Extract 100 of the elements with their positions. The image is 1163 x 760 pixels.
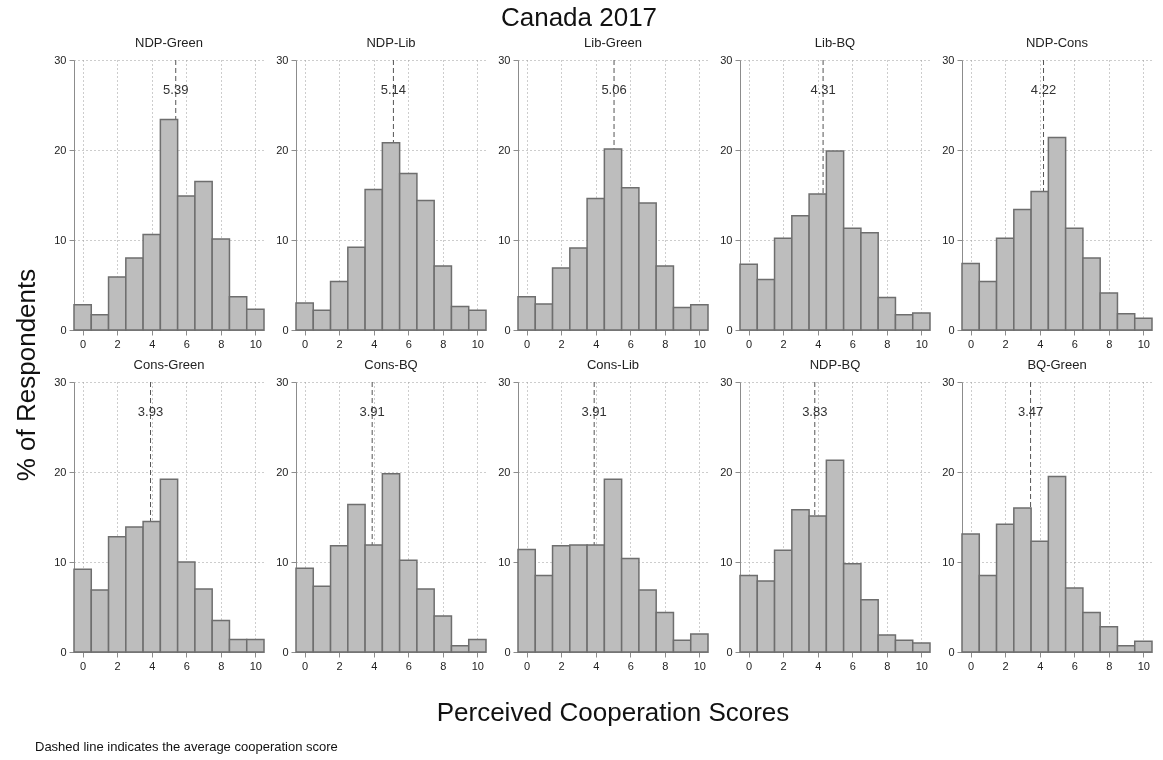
ref-line-label: 3.91 [581,403,607,419]
x-tick-label: 10 [249,659,262,672]
y-tick-label: 30 [942,53,955,66]
x-tick-label: 8 [1106,659,1113,672]
x-tick-label: 0 [746,659,753,672]
y-tick-label: 20 [720,465,733,478]
y-tick-label: 30 [498,375,511,388]
text: % of Respondents [11,268,41,482]
x-tick-label: 8 [884,337,891,350]
chart-title: BQ-Green [1027,357,1087,372]
x-tick-label: 10 [1137,337,1150,350]
ref-line-label: 5.06 [601,81,627,97]
x-tick-label: 4 [815,337,822,350]
ref-line-label: 3.93 [137,403,164,419]
x-tick-label: 6 [183,337,190,350]
y-tick-label: 20 [54,465,67,478]
y-tick-label: 20 [498,465,511,478]
text: Perceived Cooperation Scores [436,697,790,727]
text: Dashed line indicates the average cooperation score [35,739,338,754]
ref-line-label: 4.31 [810,81,836,97]
y-tick-label: 10 [54,555,67,568]
x-tick-label: 10 [915,659,928,672]
y-tick-label: 0 [504,645,511,658]
x-tick-label: 10 [1137,659,1150,672]
x-tick-label: 4 [815,659,822,672]
x-tick-label: 10 [471,337,484,350]
x-tick-label: 10 [693,337,706,350]
x-tick-label: 0 [80,337,87,350]
x-tick-label: 6 [627,659,634,672]
chart-title: NDP-Lib [366,35,416,50]
chart-title: NDP-Green [135,35,203,50]
y-tick-label: 0 [726,323,733,336]
x-tick-label: 2 [780,659,787,672]
x-tick-label: 0 [524,337,531,350]
chart-title: NDP-BQ [809,357,861,372]
x-tick-label: 2 [780,337,787,350]
x-tick-label: 8 [440,337,447,350]
y-tick-label: 10 [54,233,67,246]
y-tick-label: 30 [498,53,511,66]
x-tick-label: 2 [1002,659,1009,672]
x-tick-label: 8 [1106,337,1113,350]
x-tick-label: 10 [915,337,928,350]
x-tick-label: 2 [336,659,343,672]
x-tick-label: 4 [149,659,156,672]
x-tick-label: 6 [849,659,856,672]
y-tick-label: 20 [720,143,733,156]
y-tick-label: 10 [720,233,733,246]
x-tick-label: 6 [183,659,190,672]
x-tick-label: 8 [884,659,891,672]
x-tick-label: 10 [471,659,484,672]
ref-line-label: 3.47 [1017,403,1044,419]
ref-line-label: 3.83 [802,403,828,419]
x-tick-label: 8 [440,659,447,672]
x-tick-label: 0 [968,659,975,672]
x-tick-label: 4 [593,659,600,672]
x-tick-label: 6 [1071,659,1078,672]
y-tick-label: 20 [276,465,289,478]
y-tick-label: 30 [720,53,733,66]
x-tick-label: 10 [693,659,706,672]
x-tick-label: 8 [218,659,225,672]
y-tick-label: 0 [282,645,289,658]
chart-title: Cons-Lib [586,357,640,372]
x-tick-label: 6 [849,337,856,350]
x-tick-label: 8 [218,337,225,350]
y-tick-label: 30 [276,375,289,388]
x-tick-label: 6 [1071,337,1078,350]
x-tick-label: 6 [405,337,412,350]
y-tick-label: 10 [942,233,955,246]
x-tick-label: 0 [524,659,531,672]
x-tick-label: 10 [249,337,262,350]
text: Canada 2017 [500,2,658,32]
y-tick-label: 0 [948,645,955,658]
y-tick-label: 0 [504,323,511,336]
y-tick-label: 10 [276,555,289,568]
x-tick-label: 4 [593,337,600,350]
y-tick-label: 0 [948,323,955,336]
x-tick-label: 6 [627,337,634,350]
y-tick-label: 20 [942,465,955,478]
y-tick-label: 0 [726,645,733,658]
y-tick-label: 10 [498,555,511,568]
chart-title: Cons-Green [133,357,205,372]
x-tick-label: 0 [968,337,975,350]
x-tick-label: 4 [1037,659,1044,672]
x-tick-label: 0 [80,659,87,672]
x-tick-label: 4 [371,337,378,350]
x-tick-label: 0 [302,337,309,350]
y-tick-label: 10 [720,555,733,568]
x-tick-label: 2 [558,337,565,350]
x-tick-label: 2 [336,337,343,350]
chart-title: NDP-Cons [1025,35,1089,50]
y-tick-label: 30 [942,375,955,388]
y-tick-label: 10 [942,555,955,568]
y-tick-label: 0 [60,323,67,336]
y-tick-label: 20 [498,143,511,156]
ref-line-label: 4.22 [1030,81,1057,97]
y-tick-label: 20 [54,143,67,156]
x-tick-label: 2 [1002,337,1009,350]
x-tick-label: 8 [662,337,669,350]
y-tick-label: 20 [942,143,955,156]
ref-line-label: 5.14 [380,81,407,97]
